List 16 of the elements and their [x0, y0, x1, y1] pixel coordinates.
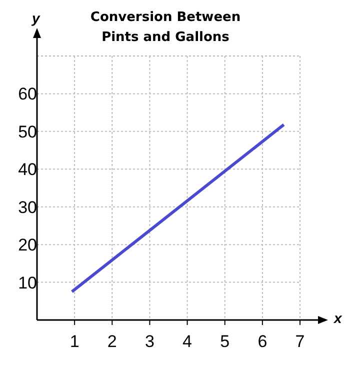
y-tick-label: 50	[18, 122, 37, 142]
y-tick-label: 20	[18, 236, 37, 255]
x-tick-label: 6	[258, 332, 268, 352]
x-tick-label: 1	[70, 332, 80, 352]
x-tick-label: 3	[144, 332, 154, 352]
x-tick-label: 7	[295, 332, 305, 352]
y-axis-title: y	[32, 10, 40, 26]
y-tick-label: 40	[18, 160, 37, 180]
x-tick-label: 4	[182, 332, 192, 352]
x-tick-label: 5	[220, 332, 230, 352]
x-tick-label: 2	[107, 332, 117, 352]
y-tick-label: 30	[18, 198, 37, 217]
x-axis-title: x	[334, 310, 342, 326]
y-tick-label: 60	[18, 84, 37, 104]
chart-title: Conversion Between Pints and Gallons	[89, 9, 242, 47]
y-tick-label: 10	[18, 273, 37, 292]
